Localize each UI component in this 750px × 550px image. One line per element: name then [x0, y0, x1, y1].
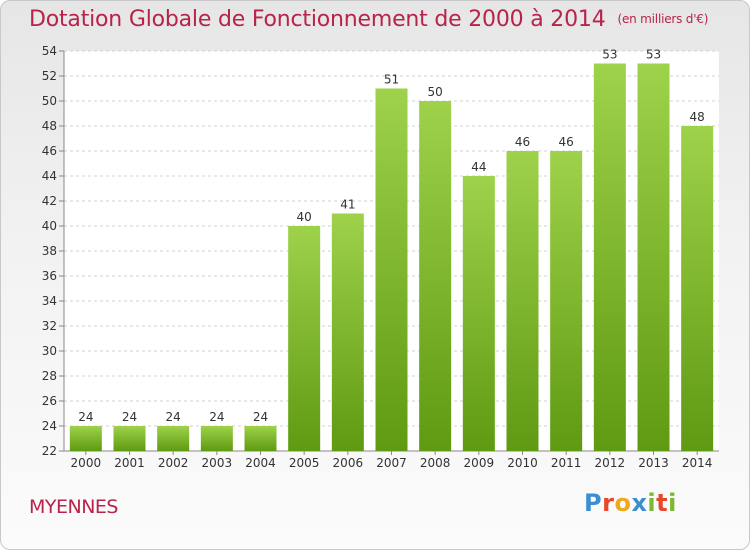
logo-letter: r	[602, 489, 615, 517]
bar-2004	[244, 426, 277, 451]
x-tick-label-2012: 2012	[595, 456, 626, 470]
y-tick-label: 30	[42, 344, 57, 358]
chart-title-text: Dotation Globale de Fonctionnement de 20…	[29, 7, 606, 32]
bar-2006	[331, 213, 364, 451]
y-tick-label: 44	[42, 169, 57, 183]
x-tick-label-2007: 2007	[376, 456, 407, 470]
bar-2001	[113, 426, 146, 451]
bar-2007	[375, 88, 408, 451]
value-label-2006: 41	[340, 198, 355, 212]
x-tick-label-2011: 2011	[551, 456, 582, 470]
x-tick-label-2004: 2004	[245, 456, 276, 470]
value-label-2008: 50	[428, 85, 443, 99]
bar-2002	[157, 426, 190, 451]
bar-2008	[419, 101, 452, 451]
x-tick-label-2009: 2009	[464, 456, 495, 470]
y-tick-label: 46	[42, 144, 57, 158]
value-label-2001: 24	[122, 410, 137, 424]
x-tick-label-2008: 2008	[420, 456, 451, 470]
logo-letter: i	[668, 489, 677, 517]
commune-name: MYENNES	[29, 496, 119, 518]
bar-2009	[462, 176, 495, 451]
y-tick-label: 22	[42, 444, 57, 458]
y-tick-label: 34	[42, 294, 57, 308]
bar-2014	[681, 126, 714, 451]
y-tick-label: 54	[42, 44, 57, 58]
value-label-2011: 46	[559, 135, 574, 149]
bar-2010	[506, 151, 539, 451]
value-label-2014: 48	[690, 110, 705, 124]
value-label-2004: 24	[253, 410, 268, 424]
value-label-2002: 24	[166, 410, 181, 424]
bar-2011	[550, 151, 583, 451]
bar-2005	[288, 226, 321, 451]
x-tick-label-2005: 2005	[289, 456, 320, 470]
logo-letter: x	[631, 489, 648, 517]
logo-letter: P	[584, 489, 603, 517]
value-label-2003: 24	[209, 410, 224, 424]
logo-letter: o	[614, 489, 632, 517]
value-label-2005: 40	[297, 210, 312, 224]
bar-2000	[69, 426, 102, 451]
value-label-2000: 24	[78, 410, 93, 424]
bar-2003	[200, 426, 233, 451]
y-tick-label: 42	[42, 194, 57, 208]
y-tick-label: 28	[42, 369, 57, 383]
bar-2013	[637, 63, 670, 451]
logo-letter: i	[647, 489, 657, 517]
y-tick-label: 38	[42, 244, 57, 258]
chart-title: Dotation Globale de Fonctionnement de 20…	[29, 7, 708, 32]
y-tick-label: 26	[42, 394, 57, 408]
x-tick-label-2013: 2013	[638, 456, 669, 470]
y-tick-label: 36	[42, 269, 57, 283]
chart-subtitle: (en milliers d'€)	[617, 12, 709, 26]
y-tick-label: 48	[42, 119, 57, 133]
value-label-2012: 53	[602, 48, 617, 62]
y-tick-label: 52	[42, 69, 57, 83]
x-tick-label-2003: 2003	[202, 456, 233, 470]
y-tick-label: 32	[42, 319, 57, 333]
y-tick-label: 24	[42, 419, 57, 433]
y-tick-label: 40	[42, 219, 57, 233]
bar-2012	[593, 63, 626, 451]
value-label-2007: 51	[384, 73, 399, 87]
x-tick-label-2014: 2014	[682, 456, 713, 470]
proxiti-logo: Proxiti	[584, 489, 677, 517]
logo-letter: t	[656, 489, 669, 517]
x-tick-label-2010: 2010	[507, 456, 538, 470]
y-tick-label: 50	[42, 94, 57, 108]
value-label-2009: 44	[471, 160, 486, 174]
value-label-2013: 53	[646, 48, 661, 62]
x-tick-label-2002: 2002	[158, 456, 189, 470]
x-tick-label-2006: 2006	[333, 456, 364, 470]
x-tick-label-2000: 2000	[71, 456, 102, 470]
x-tick-label-2001: 2001	[114, 456, 145, 470]
value-label-2010: 46	[515, 135, 530, 149]
